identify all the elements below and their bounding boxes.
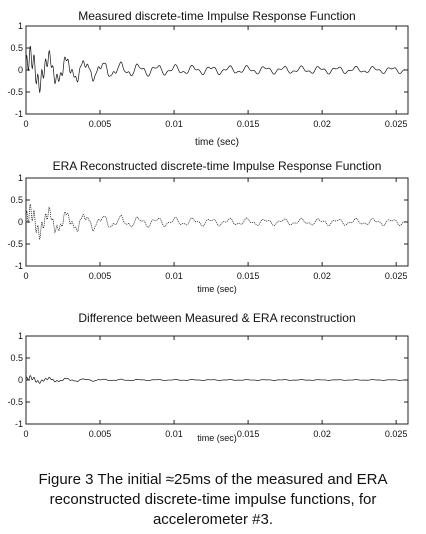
caption-line-1: Figure 3 The initial ≈25ms of the measur…	[38, 471, 388, 488]
x-tick-label: 0.01	[165, 429, 183, 439]
figure: Measured discrete-time Impulse Response …	[7, 9, 409, 443]
caption-line-2: reconstructed discrete-time impulse func…	[49, 491, 377, 508]
x-tick-label: 0	[23, 119, 28, 129]
chart-panel-3: Difference between Measured & ERA recons…	[7, 311, 409, 443]
x-tick-label: 0.01	[165, 271, 183, 281]
x-tick-label: 0	[23, 429, 28, 439]
series-line-1	[25, 203, 406, 240]
y-tick-label: 0	[18, 65, 23, 75]
x-tick-label: 0.025	[385, 271, 408, 281]
x-tick-label: 0.015	[237, 119, 260, 129]
x-tick-label: 0.02	[313, 271, 331, 281]
y-tick-label: 0.5	[10, 43, 23, 53]
y-tick-label: -1	[15, 261, 23, 271]
x-tick-label: 0.005	[89, 429, 112, 439]
x-tick-label: 0	[23, 271, 28, 281]
y-tick-label: -0.5	[7, 397, 23, 407]
x-tick-label: 0.01	[165, 119, 183, 129]
chart-title: ERA Reconstructed discrete-time Impulse …	[53, 159, 382, 173]
chart-panel-1: Measured discrete-time Impulse Response …	[7, 9, 409, 148]
y-tick-label: -1	[15, 109, 23, 119]
figure-caption: Figure 3 The initial ≈25ms of the measur…	[0, 470, 426, 530]
y-tick-label: 1	[18, 331, 23, 341]
plot-frame	[25, 177, 409, 267]
x-tick-label: 0.015	[237, 271, 260, 281]
plot-frame	[25, 25, 409, 115]
y-tick-label: 1	[18, 21, 23, 31]
caption-line-3: accelerometer #3.	[152, 511, 274, 528]
y-tick-label: 0	[18, 217, 23, 227]
x-tick-label: 0.005	[89, 119, 112, 129]
y-tick-label: 0	[18, 375, 23, 385]
y-tick-label: 0.5	[10, 353, 23, 363]
x-tick-label: 0.02	[313, 119, 331, 129]
chart-title: Difference between Measured & ERA recons…	[78, 311, 355, 325]
chart-panel-2: ERA Reconstructed discrete-time Impulse …	[7, 159, 409, 294]
x-tick-label: 0.015	[237, 429, 260, 439]
y-tick-label: 1	[18, 173, 23, 183]
series-line-1	[25, 46, 406, 94]
y-tick-label: -0.5	[7, 239, 23, 249]
x-tick-label: 0.02	[313, 429, 331, 439]
x-tick-label: 0.025	[385, 119, 408, 129]
x-tick-label: 0.005	[89, 271, 112, 281]
y-tick-label: 0.5	[10, 195, 23, 205]
chart-title: Measured discrete-time Impulse Response …	[78, 9, 355, 23]
x-axis-label: time (sec)	[195, 137, 239, 148]
y-tick-label: -0.5	[7, 87, 23, 97]
x-axis-label: time (sec)	[197, 433, 237, 443]
x-axis-label: time (sec)	[197, 284, 237, 294]
series-line-1	[25, 375, 406, 384]
x-tick-label: 0.025	[385, 429, 408, 439]
y-tick-label: -1	[15, 419, 23, 429]
